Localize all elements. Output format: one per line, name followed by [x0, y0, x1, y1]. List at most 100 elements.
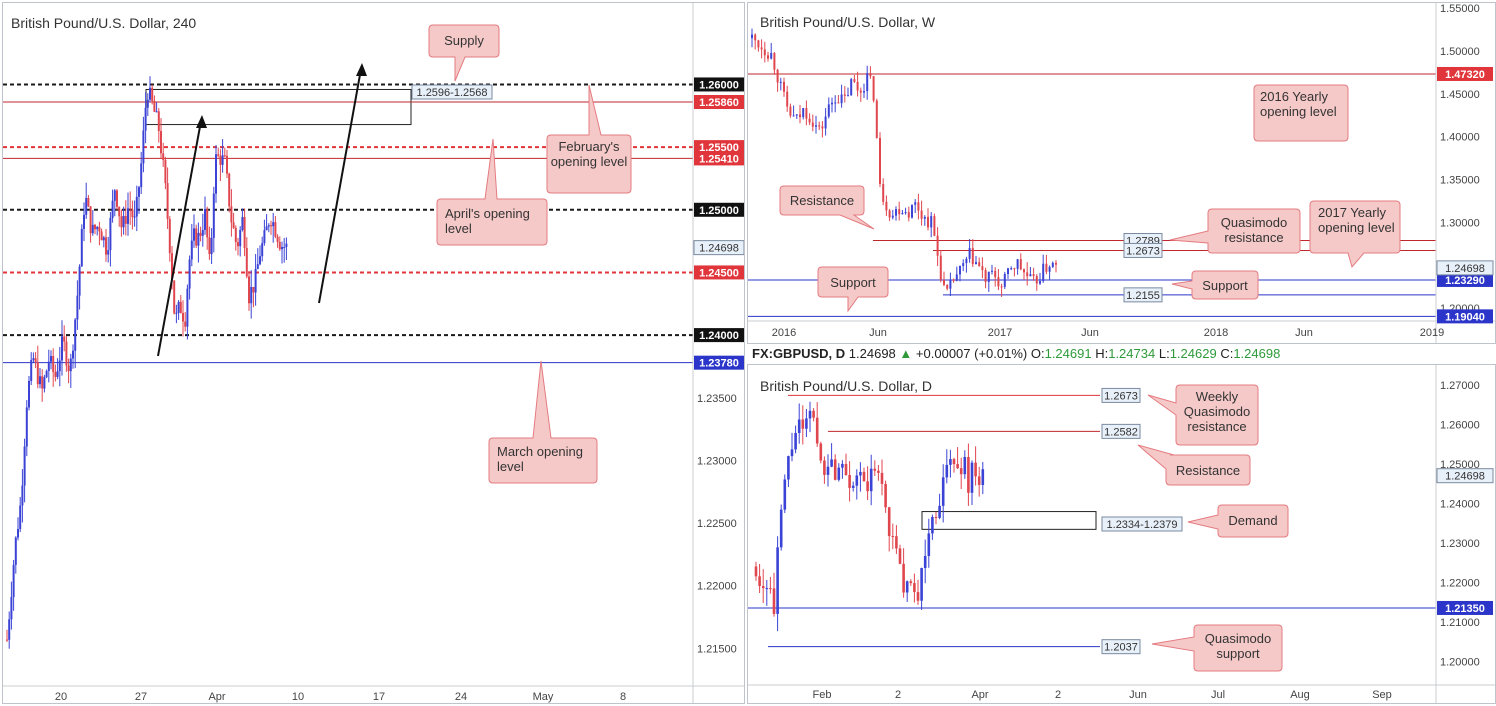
candle-body [201, 229, 204, 236]
candle-body [877, 470, 880, 473]
h4-callout-february-text: February's opening level [550, 139, 628, 169]
candle-body [805, 108, 808, 119]
candle-body [792, 115, 795, 117]
daily-chart-svg[interactable]: 1.27000 1.26000 1.25000 1.24000 1.23000 1.220… [748, 365, 1495, 703]
candle-body [50, 356, 52, 362]
candle-body [946, 284, 949, 289]
candle-body [1029, 274, 1032, 277]
candle-body [956, 464, 959, 469]
candle-body [105, 237, 107, 255]
candle-body [981, 266, 984, 271]
candle-body [155, 111, 158, 113]
candle-body [866, 73, 869, 92]
weekly-chart-svg[interactable]: 1.55000 1.50000 1.45000 1.40000 1.35000 1.300… [748, 3, 1495, 343]
price-tag-bg [1101, 423, 1141, 439]
x-tick-label: Apr [971, 689, 988, 701]
daily-open: 1.24691 [1044, 346, 1092, 361]
candle-body [32, 358, 35, 360]
h4-supply-label-bg [411, 84, 493, 100]
candle-body [824, 116, 827, 129]
price-tag-label: 1.25410 [699, 153, 739, 165]
candle-body [808, 118, 811, 123]
candle-body [923, 555, 927, 569]
price-tag-bg [1101, 639, 1141, 655]
candle-body [779, 509, 783, 548]
candle-body [96, 226, 99, 230]
candle-body [902, 563, 905, 593]
weekly-callout-resistance-text: Resistance [790, 193, 854, 208]
candle-body [826, 466, 830, 475]
candle-body [837, 467, 841, 480]
price-tag-label: 1.23290 [1445, 275, 1485, 287]
candle-body [823, 460, 826, 475]
candle-body [943, 280, 945, 285]
candle-body [69, 358, 72, 372]
candle-body [168, 218, 171, 254]
candle-body [226, 155, 228, 174]
candle-body [938, 505, 941, 518]
x-tick-label: Jun [1081, 327, 1099, 339]
daily-low-label: L: [1158, 346, 1170, 361]
daily-close: 1.24698 [1233, 346, 1281, 361]
candle-body [898, 209, 901, 215]
candle-body [124, 215, 127, 224]
candle-body [135, 196, 138, 217]
price-tag-bg [694, 355, 744, 370]
candle-body [880, 472, 884, 484]
price-tag-label: 1.19040 [1445, 311, 1485, 323]
candle-body [1032, 274, 1035, 277]
candle-body [754, 566, 758, 577]
candle-body [856, 81, 859, 91]
y-tick-label: 1.24000 [1440, 498, 1480, 510]
candle-body [952, 279, 955, 281]
candle-body [166, 183, 169, 219]
weekly-chart-panel[interactable]: 1.55000 1.50000 1.45000 1.40000 1.35000 1.300… [747, 2, 1496, 344]
daily-demand-zone [921, 511, 1097, 530]
candle-body [939, 255, 942, 281]
price-tag-label: 1.24000 [699, 330, 739, 342]
candle-body [895, 209, 897, 216]
candle-body [138, 187, 140, 197]
candle-body [797, 419, 801, 433]
candle-body [843, 94, 846, 96]
y-tick-label: 1.55000 [1440, 3, 1480, 15]
candle-body [765, 588, 769, 590]
candle-body [80, 228, 83, 267]
candle-body [25, 407, 28, 447]
daily-close-label: C: [1220, 346, 1234, 361]
price-tag-label: 1.2037 [1104, 642, 1138, 654]
candle-body [859, 90, 862, 93]
candle-body [923, 216, 926, 219]
candle-body [157, 111, 160, 132]
candle-body [129, 208, 132, 210]
candle-body [901, 213, 904, 215]
h4-chart-svg[interactable]: 1.21500 1.22000 1.22500 1.23000 1.23500 20 27… [3, 3, 744, 703]
candle-body [895, 536, 898, 549]
candle-body [831, 102, 833, 105]
h4-supply-zone [145, 88, 412, 126]
candle-body [959, 468, 963, 475]
candle-body [1045, 263, 1048, 272]
x-tick-label: 8 [620, 691, 626, 703]
candle-body [761, 586, 765, 589]
candle-body [131, 209, 134, 218]
price-tag-label: 1.26000 [699, 79, 739, 91]
candle-body [927, 533, 931, 556]
candle-body [991, 270, 993, 272]
candle-body [769, 588, 772, 590]
candle-body [855, 475, 859, 486]
candle-body [195, 228, 198, 246]
candle-body [6, 639, 8, 641]
candle-body [1026, 272, 1029, 277]
candle-body [904, 212, 907, 214]
candle-body [245, 248, 248, 277]
candle-body [863, 91, 865, 93]
candle-body [959, 265, 961, 275]
h4-chart-panel[interactable]: 1.21500 1.22000 1.22500 1.23000 1.23500 20 27… [2, 2, 745, 704]
candle-body [17, 529, 19, 538]
candle-body [837, 102, 840, 104]
candle-body [869, 468, 873, 492]
daily-chart-panel[interactable]: 1.27000 1.26000 1.25000 1.24000 1.23000 1.220… [747, 364, 1496, 704]
candle-body [98, 226, 101, 232]
candle-body [265, 226, 268, 231]
